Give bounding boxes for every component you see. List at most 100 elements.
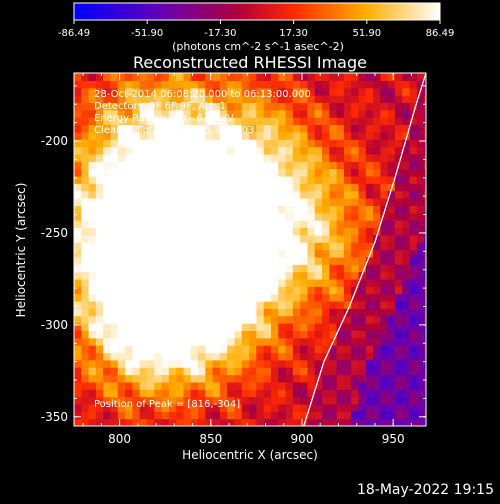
heatmap-cell [227,227,236,236]
heatmap-cell [307,256,316,265]
heatmap-cell [263,286,272,295]
heatmap-cell [88,212,97,221]
heatmap-cell [190,95,199,104]
heatmap-cell [190,234,199,243]
heatmap-cell [263,418,272,426]
heatmap-cell [74,198,82,206]
heatmap-cell [358,396,367,405]
heatmap-cell [183,389,192,398]
heatmap-cell [416,411,425,420]
heatmap-cell [424,183,426,192]
heatmap-cell [117,396,126,405]
heatmap-cell [300,80,309,89]
heatmap-cell [110,146,119,155]
heatmap-cell [241,330,250,339]
heatmap-cell [270,146,279,155]
heatmap-cell [234,418,243,426]
heatmap-cell [103,124,112,133]
heatmap-cell [132,109,141,118]
heatmap-cell [424,396,426,405]
heatmap-cell [336,411,345,420]
x-axis: 800 850 900 950 [82,73,412,446]
heatmap-cell [219,249,228,258]
heatmap-cell [81,73,90,81]
heatmap-cell [205,403,214,412]
heatmap-cell [270,418,279,426]
heatmap-cell [358,117,367,126]
heatmap-cell [300,212,309,221]
heatmap-cell [358,300,367,309]
heatmap-cell [322,190,330,199]
heatmap-cell [292,418,301,426]
heatmap-cell [103,330,112,339]
heatmap-cell [329,308,338,317]
heatmap-cell [74,190,82,199]
heatmap-cell [74,337,82,346]
heatmap-cell [416,418,425,426]
heatmap-cell [88,227,97,236]
heatmap-cell [74,271,82,280]
heatmap-cell [154,161,163,170]
heatmap-cell [358,175,367,184]
heatmap-cell [329,264,338,273]
heatmap-cell [234,403,243,412]
heatmap-cell [373,300,382,309]
heatmap-cell [387,87,396,96]
heatmap-cell [307,183,316,192]
heatmap-cell [416,183,425,192]
heatmap-cell [278,168,287,177]
heatmap-cell [394,249,403,258]
heatmap-cell [278,205,287,214]
heatmap-cell [409,286,418,295]
heatmap-cell [161,198,170,206]
heatmap-cell [263,411,272,420]
heatmap-cell [81,227,90,236]
heatmap-cell [343,175,352,184]
heatmap-cell [95,161,104,170]
heatmap-cell [307,131,316,140]
heatmap-cell [125,168,133,177]
heatmap-cell [190,323,199,331]
heatmap-cell [183,286,192,295]
heatmap-cell [270,117,279,126]
heatmap-cell [110,73,119,81]
heatmap-cell [300,153,309,162]
heatmap-cell [183,131,192,140]
heatmap-cell [241,249,250,258]
heatmap-cell [336,205,345,214]
heatmap-cell [234,190,243,199]
heatmap-cell [205,286,214,295]
heatmap-cell [205,190,214,199]
heatmap-cell [249,367,257,376]
heatmap-cell [292,234,301,243]
heatmap-cell [285,345,294,354]
heatmap-cell [154,190,163,199]
heatmap-cell [270,161,279,170]
heatmap-cell [139,80,148,89]
heatmap-cell [365,168,374,177]
heatmap-cell [227,249,236,258]
heatmap-cell [190,256,199,265]
heatmap-cell [278,374,287,383]
heatmap-cell [424,168,426,177]
heatmap-cell [285,293,294,302]
heatmap-cell [336,73,345,81]
heatmap-cell [132,102,141,111]
heatmap-cell [190,117,199,126]
heatmap-cell [409,212,418,221]
heatmap-cell [336,308,345,317]
heatmap-cell [416,146,425,155]
heatmap-cell [117,80,126,89]
heatmap-cell [387,300,396,309]
heatmap-cell [205,80,214,89]
heatmap-cell [219,337,228,346]
heatmap-cell [373,418,382,426]
heatmap-cell [176,161,185,170]
heatmap-cell [322,418,330,426]
heatmap-cell [110,153,119,162]
heatmap-cell [329,139,338,148]
heatmap-cell [74,293,82,302]
heatmap-cell [139,109,148,118]
heatmap-cell [176,293,185,302]
heatmap-cell [183,308,192,317]
